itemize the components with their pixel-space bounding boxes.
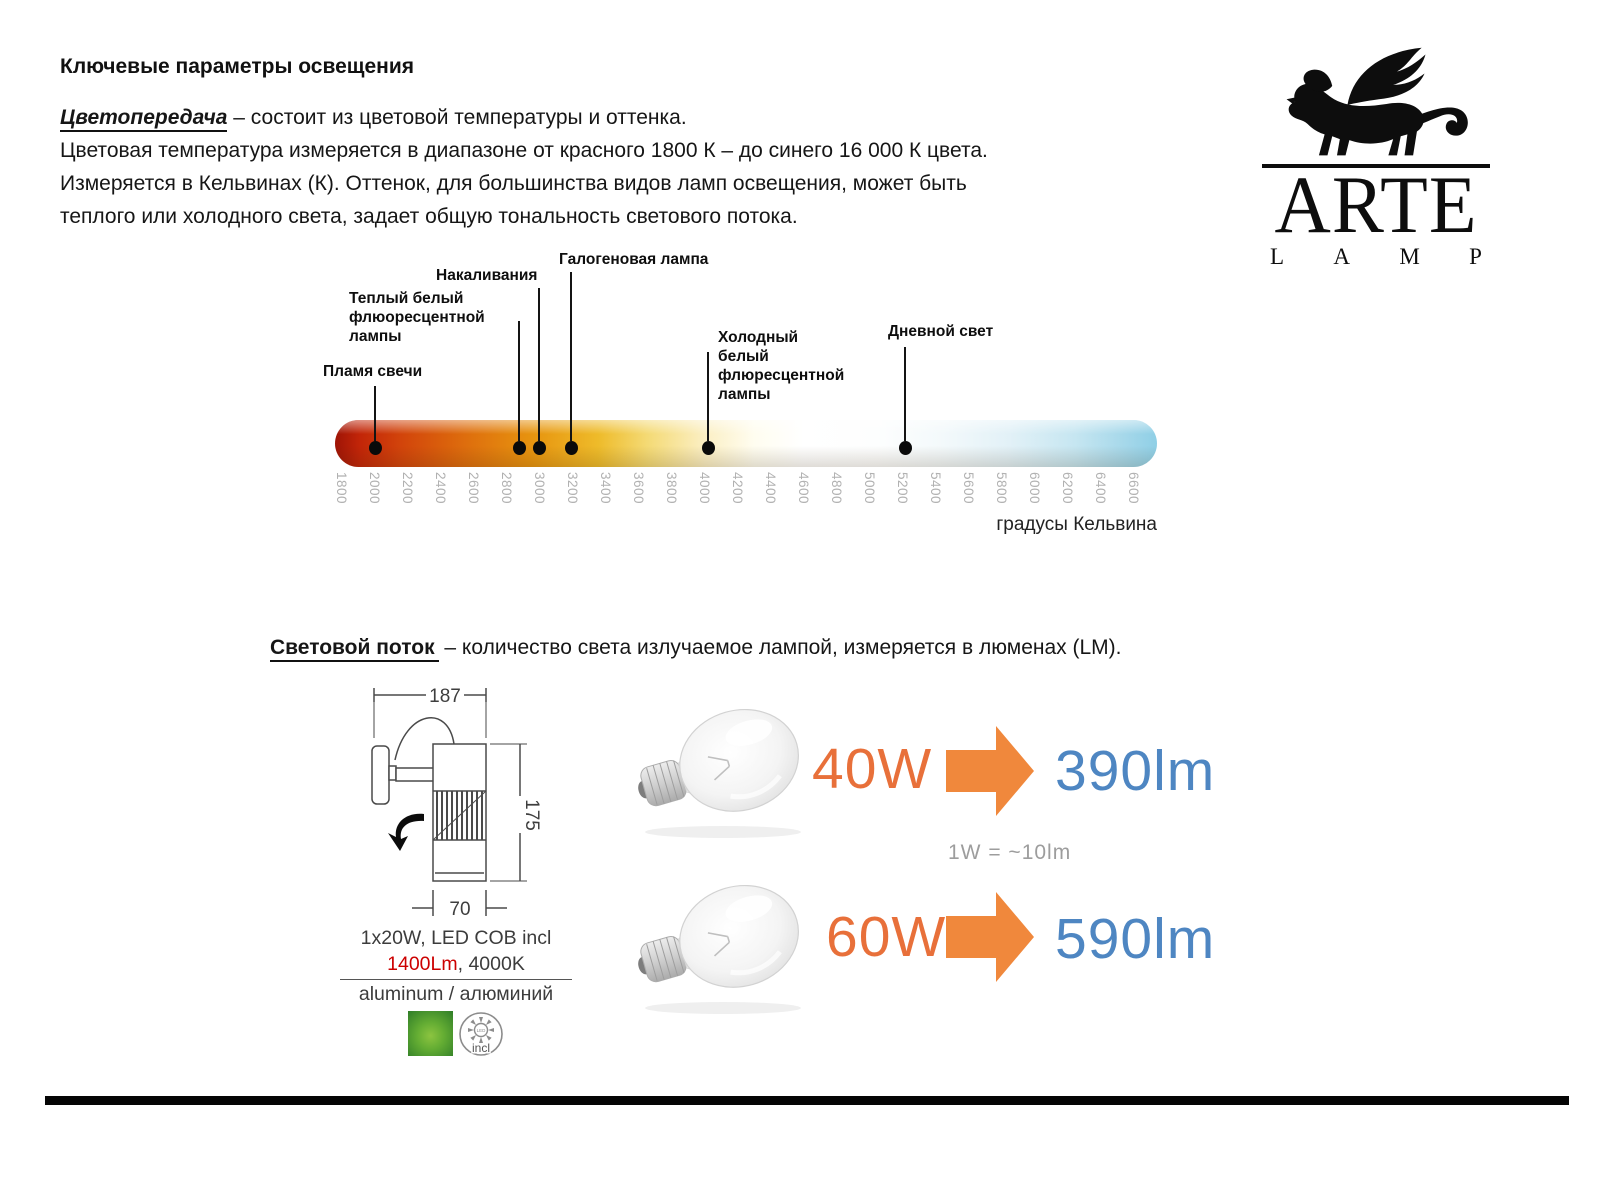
kelvin-marker-dot bbox=[369, 441, 382, 455]
kelvin-tick-label: 4400 bbox=[763, 472, 778, 505]
kelvin-marker-label: Накаливания bbox=[436, 267, 538, 284]
lamp-technical-drawing: 187 175 70 bbox=[371, 686, 542, 920]
spec-material: aluminum / алюминий bbox=[358, 983, 554, 1005]
rotation-arrow-icon bbox=[388, 813, 424, 851]
kelvin-marker-dot bbox=[565, 441, 578, 455]
kelvin-marker-line bbox=[904, 347, 906, 441]
intro-line-3: Измеряется в Кельвинах (К). Оттенок, для… bbox=[60, 172, 967, 195]
spec-divider bbox=[340, 979, 572, 980]
kelvin-tick-label: 3800 bbox=[664, 472, 679, 505]
kelvin-tick-label: 5200 bbox=[895, 472, 910, 505]
kelvin-tick-label: 6600 bbox=[1126, 472, 1141, 505]
logo-letter: A bbox=[1333, 244, 1351, 269]
logo-lamp-text: L A M P bbox=[1262, 244, 1490, 270]
kelvin-tick-label: 5800 bbox=[994, 472, 1009, 505]
kelvin-tick-label: 5400 bbox=[928, 472, 943, 505]
bottom-divider bbox=[45, 1096, 1569, 1105]
dim-height-label: 175 bbox=[521, 799, 542, 831]
kelvin-tick-label: 2400 bbox=[433, 472, 448, 505]
kelvin-marker-dot bbox=[899, 441, 912, 455]
winged-lion-icon bbox=[1286, 47, 1468, 156]
arte-lamp-logo: ARTE L A M P bbox=[1262, 44, 1490, 270]
kelvin-tick-label: 4000 bbox=[697, 472, 712, 505]
kelvin-tick-label: 3600 bbox=[631, 472, 646, 505]
kelvin-marker-line bbox=[538, 288, 540, 441]
intro-paragraph: Цветопередача – состоит из цветовой темп… bbox=[60, 101, 988, 233]
led-label: LED bbox=[477, 1028, 487, 1033]
light-bulb-image bbox=[638, 884, 801, 1014]
intro-line-1-rest: – состоит из цветовой температуры и отте… bbox=[227, 106, 687, 129]
product-spec: 1x20W, LED COB incl 1400Lm, 4000K alumin… bbox=[340, 925, 572, 1058]
kelvin-tick-label: 3400 bbox=[598, 472, 613, 505]
kelvin-marker-dot bbox=[702, 441, 715, 455]
kelvin-tick-label: 6400 bbox=[1093, 472, 1108, 505]
intro-line-2: Цветовая температура измеряется в диапаз… bbox=[60, 139, 988, 162]
luminous-flux-definition: – количество света излучаемое лампой, из… bbox=[438, 636, 1122, 659]
logo-letter: P bbox=[1469, 244, 1482, 269]
term-luminous-flux: Световой поток bbox=[270, 636, 439, 662]
kelvin-marker-label: Теплый белый флюоресцентной лампы bbox=[349, 290, 485, 345]
right-arrow-icon bbox=[946, 726, 1034, 816]
lumens-value-390: 390lm bbox=[1055, 739, 1216, 803]
kelvin-tick-label: 3000 bbox=[532, 472, 547, 505]
luminous-flux-heading: Световой поток – количество света излуча… bbox=[270, 636, 1122, 662]
kelvin-tick-label: 6000 bbox=[1027, 472, 1042, 505]
right-arrow-icon bbox=[946, 892, 1034, 982]
kelvin-tick-label: 2000 bbox=[367, 472, 382, 505]
kelvin-tick-label: 2200 bbox=[400, 472, 415, 505]
kelvin-marker-line bbox=[374, 386, 376, 441]
kelvin-marker-line bbox=[518, 321, 520, 441]
kelvin-tick-label: 4200 bbox=[730, 472, 745, 505]
intro-line-1: Цветопередача – состоит из цветовой темп… bbox=[60, 101, 988, 134]
spec-swatches: LED incl bbox=[340, 1010, 572, 1058]
kelvin-marker-label: Галогеновая лампа bbox=[559, 251, 709, 268]
dim-diameter-label: 70 bbox=[449, 899, 470, 920]
kelvin-marker-line bbox=[570, 272, 572, 441]
conversion-note: 1W = ~10lm bbox=[948, 841, 1072, 864]
incl-label: incl bbox=[472, 1041, 490, 1055]
kelvin-marker-label: Холодный белый флюресцентной лампы bbox=[718, 329, 845, 403]
wattage-value-60: 60W bbox=[826, 905, 947, 969]
kelvin-tick-label: 2800 bbox=[499, 472, 514, 505]
kelvin-marker-dot bbox=[533, 441, 546, 455]
spec-line-1: 1x20W, LED COB incl bbox=[360, 927, 552, 949]
lamp-included-icon: LED incl bbox=[459, 1012, 503, 1057]
kelvin-tick-label: 1800 bbox=[334, 472, 349, 505]
term-color-rendering: Цветопередача bbox=[60, 106, 228, 132]
kelvin-tick-label: 5600 bbox=[961, 472, 976, 505]
kelvin-tick-label: 4600 bbox=[796, 472, 811, 505]
kelvin-gradient-bar bbox=[335, 420, 1157, 467]
kelvin-marker-label: Пламя свечи bbox=[323, 363, 423, 380]
spec-lumens: 1400Lm bbox=[387, 953, 458, 975]
kelvin-tick-label: 2600 bbox=[466, 472, 481, 505]
kelvin-marker-line bbox=[707, 352, 709, 441]
page-title: Ключевые параметры освещения bbox=[60, 55, 414, 78]
kelvin-tick-label: 4800 bbox=[829, 472, 844, 505]
wattage-value-40: 40W bbox=[812, 737, 933, 801]
dim-width-label: 187 bbox=[429, 686, 461, 707]
lumens-value-590: 590lm bbox=[1055, 907, 1216, 971]
spec-line-2: 1400Lm, 4000K bbox=[340, 951, 572, 977]
logo-divider bbox=[1262, 164, 1490, 168]
kelvin-tick-label: 6200 bbox=[1060, 472, 1075, 505]
kelvin-tick-label: 3200 bbox=[565, 472, 580, 505]
kelvin-tick-label: 5000 bbox=[862, 472, 877, 505]
kelvin-marker-dot bbox=[513, 441, 526, 455]
logo-letter: M bbox=[1399, 244, 1420, 269]
logo-brand-text: ARTE bbox=[1274, 159, 1478, 250]
light-bulb-image bbox=[638, 708, 801, 838]
intro-line-4: теплого или холодного света, задает общу… bbox=[60, 205, 798, 228]
spec-kelvin: , 4000K bbox=[457, 953, 525, 975]
logo-letter: L bbox=[1270, 244, 1285, 269]
green-color-swatch bbox=[408, 1011, 453, 1056]
kelvin-unit-label: градусы Кельвина bbox=[996, 514, 1157, 535]
kelvin-marker-label: Дневной свет bbox=[888, 323, 994, 340]
